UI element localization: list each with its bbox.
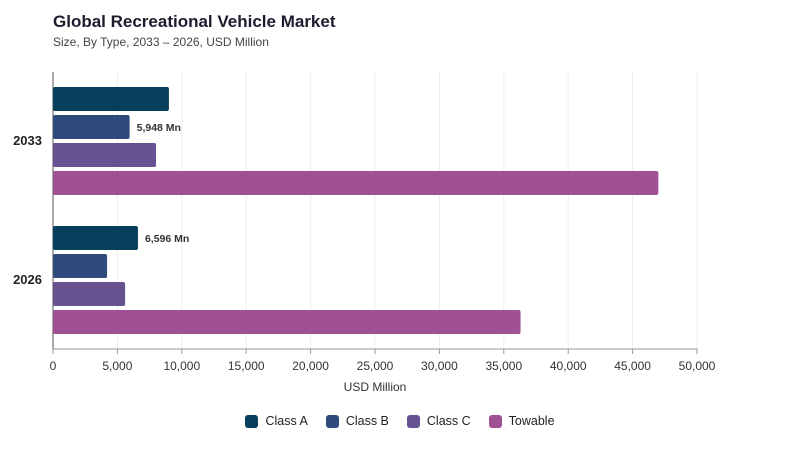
- data-label: 5,948 Mn: [137, 122, 181, 134]
- bar-class-b-2033: [53, 115, 130, 139]
- x-tick-label: 0: [50, 359, 57, 373]
- category-label-2026: 2026: [13, 272, 42, 287]
- legend: Class A Class B Class C Towable: [0, 414, 800, 428]
- category-label-2033: 2033: [13, 133, 42, 148]
- legend-swatch: [488, 414, 502, 428]
- x-tick-label: 40,000: [550, 359, 587, 373]
- legend-item-class-c[interactable]: Class C: [406, 414, 471, 428]
- x-tick-label: 15,000: [228, 359, 265, 373]
- legend-item-class-a[interactable]: Class A: [245, 414, 308, 428]
- legend-swatch: [325, 414, 339, 428]
- legend-item-towable[interactable]: Towable: [488, 414, 555, 428]
- bar-class-b-2026: [53, 254, 108, 278]
- legend-label: Class A: [265, 414, 308, 428]
- x-tick-label: 25,000: [357, 359, 394, 373]
- legend-label: Class C: [426, 414, 471, 428]
- x-tick-label: 45,000: [614, 359, 651, 373]
- chart-subtitle: Size, By Type, 2033 – 2026, USD Million: [53, 35, 269, 49]
- bar-class-c-2033: [53, 143, 157, 167]
- bar-class-a-2026: [53, 226, 138, 250]
- legend-label: Class B: [345, 414, 389, 428]
- x-tick-label: 20,000: [292, 359, 329, 373]
- legend-swatch: [245, 414, 259, 428]
- bar-towable-2033: [53, 171, 659, 195]
- x-axis-title: USD Million: [344, 380, 407, 394]
- chart-title: Global Recreational Vehicle Market: [53, 12, 336, 31]
- bar-towable-2026: [53, 310, 521, 334]
- legend-label: Towable: [508, 414, 555, 428]
- x-tick-label: 10,000: [163, 359, 200, 373]
- x-tick-label: 5,000: [102, 359, 132, 373]
- x-tick-label: 50,000: [679, 359, 716, 373]
- data-label: 6,596 Mn: [145, 233, 189, 245]
- x-tick-label: 35,000: [485, 359, 522, 373]
- bar-class-c-2026: [53, 282, 126, 306]
- legend-item-class-b[interactable]: Class B: [325, 414, 389, 428]
- bar-class-a-2033: [53, 87, 169, 111]
- legend-swatch: [406, 414, 420, 428]
- x-tick-label: 30,000: [421, 359, 458, 373]
